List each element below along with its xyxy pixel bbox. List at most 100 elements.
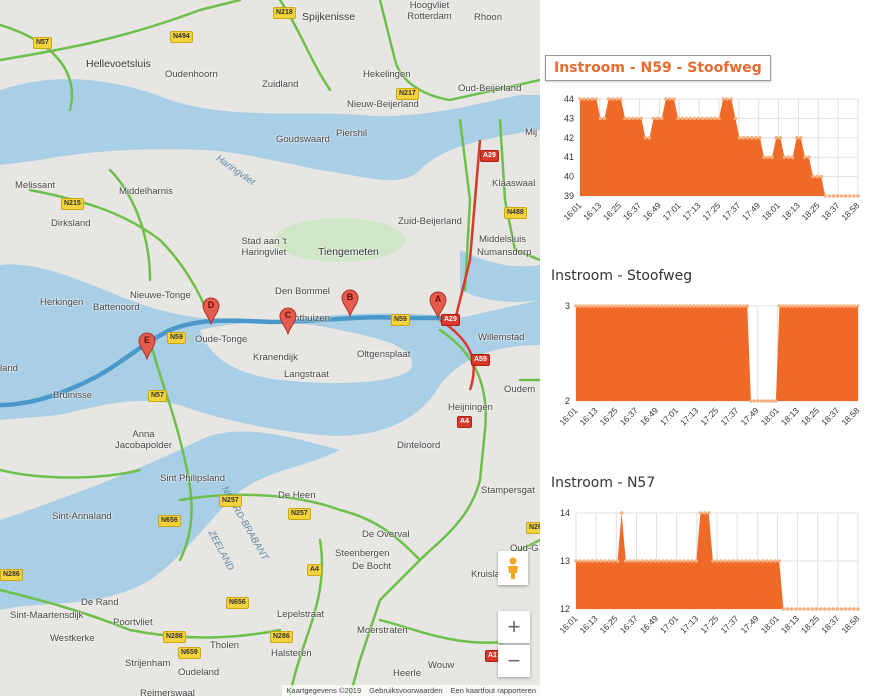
- data-point: [584, 304, 589, 308]
- data-point: [791, 304, 796, 308]
- x-tick-label: 17:01: [658, 613, 680, 635]
- road-shield: A29: [441, 314, 460, 326]
- place-label: land: [0, 363, 18, 374]
- marker-b[interactable]: B: [341, 289, 359, 318]
- data-point: [740, 559, 744, 563]
- x-tick-label: 18:25: [799, 405, 821, 427]
- data-point: [806, 607, 810, 611]
- marker-e[interactable]: E: [138, 332, 156, 361]
- place-label: Dirksland: [51, 218, 91, 229]
- y-tick-label: 39: [564, 191, 574, 201]
- chart-title: Instroom - N57: [551, 475, 656, 491]
- data-point: [706, 304, 710, 308]
- data-point: [649, 304, 653, 308]
- place-label: De Rand: [81, 597, 119, 608]
- data-point: [763, 399, 767, 403]
- data-point: [847, 607, 852, 611]
- x-tick-label: 17:37: [720, 200, 742, 222]
- data-point: [602, 116, 607, 121]
- data-point: [725, 97, 729, 101]
- zoom-out-button[interactable]: −: [498, 645, 530, 677]
- pegman-icon[interactable]: [498, 551, 528, 585]
- data-point: [784, 304, 789, 308]
- data-point: [806, 304, 810, 308]
- data-point: [731, 559, 736, 563]
- marker-a[interactable]: A: [429, 291, 447, 320]
- x-tick-label: 16:49: [638, 405, 660, 427]
- y-tick-label: 13: [560, 556, 570, 566]
- y-tick-label: 43: [564, 113, 574, 123]
- terms-link[interactable]: Gebruiksvoorwaarden: [369, 686, 443, 695]
- data-point: [661, 559, 665, 563]
- place-label: Zuid-Beijerland: [398, 216, 462, 227]
- x-tick-label: 16:25: [598, 405, 620, 427]
- data-point: [595, 304, 600, 308]
- place-label: Klaaswaal: [492, 178, 536, 189]
- data-point: [645, 304, 650, 308]
- x-tick-label: 18:13: [779, 613, 801, 635]
- marker-c[interactable]: C: [279, 307, 297, 336]
- island-middle: [200, 322, 412, 383]
- data-point: [734, 304, 739, 308]
- place-label: Lepelstraat: [277, 609, 325, 620]
- data-point: [599, 304, 603, 308]
- data-point: [727, 559, 732, 563]
- data-point: [692, 116, 697, 121]
- data-point: [677, 304, 682, 308]
- place-label: Spijkenisse: [302, 11, 356, 23]
- data-point: [827, 194, 832, 198]
- data-point: [676, 116, 680, 121]
- data-point: [831, 607, 835, 611]
- data-point: [574, 559, 578, 563]
- data-point: [741, 136, 746, 140]
- road-shield: A4: [307, 564, 322, 576]
- data-point: [852, 194, 856, 198]
- data-point: [634, 304, 639, 308]
- x-tick-label: 17:13: [678, 405, 700, 427]
- place-label: Oud-G: [510, 543, 539, 554]
- data-point: [631, 116, 635, 121]
- data-point: [615, 559, 620, 563]
- x-tick-label: 16:01: [561, 200, 583, 222]
- data-point: [827, 607, 831, 611]
- x-tick-label: 17:13: [680, 200, 702, 222]
- map-canvas[interactable]: [0, 0, 540, 696]
- data-point: [639, 116, 644, 121]
- data-point: [627, 304, 632, 308]
- data-point: [795, 304, 800, 308]
- data-point: [738, 304, 742, 308]
- report-error-link[interactable]: Een kaartfout rapporteren: [450, 686, 536, 695]
- place-label: Moerstraten: [357, 625, 408, 636]
- data-point: [733, 116, 738, 121]
- data-point: [624, 304, 628, 308]
- place-label: Westkerke: [50, 633, 95, 644]
- road-shield: N59: [167, 332, 186, 344]
- marker-d[interactable]: D: [202, 297, 220, 326]
- data-point: [745, 136, 750, 140]
- map-view[interactable]: Spijkenisse Hoogvliet Rotterdam Rhoon Helle…: [0, 0, 540, 696]
- data-point: [673, 559, 678, 563]
- data-point: [660, 116, 664, 121]
- data-point: [843, 194, 848, 198]
- data-point: [777, 304, 782, 308]
- x-tick-label: 18:01: [760, 200, 782, 222]
- x-tick-label: 16:13: [577, 405, 599, 427]
- data-point: [778, 136, 783, 140]
- data-point: [642, 304, 646, 308]
- road-shield: N488: [504, 207, 527, 219]
- data-point: [835, 194, 840, 198]
- data-point: [794, 607, 798, 611]
- data-point: [700, 116, 705, 121]
- data-point: [824, 304, 828, 308]
- data-point: [619, 511, 624, 515]
- y-tick-label: 41: [564, 152, 574, 162]
- data-point: [696, 116, 701, 121]
- data-point: [690, 559, 694, 563]
- data-point: [588, 304, 593, 308]
- data-point: [706, 511, 711, 515]
- water-haringvliet: [0, 79, 540, 181]
- road-shield: N257: [219, 495, 242, 507]
- zoom-in-button[interactable]: +: [498, 611, 530, 643]
- road-shield: N26: [526, 522, 540, 534]
- data-point: [719, 559, 723, 563]
